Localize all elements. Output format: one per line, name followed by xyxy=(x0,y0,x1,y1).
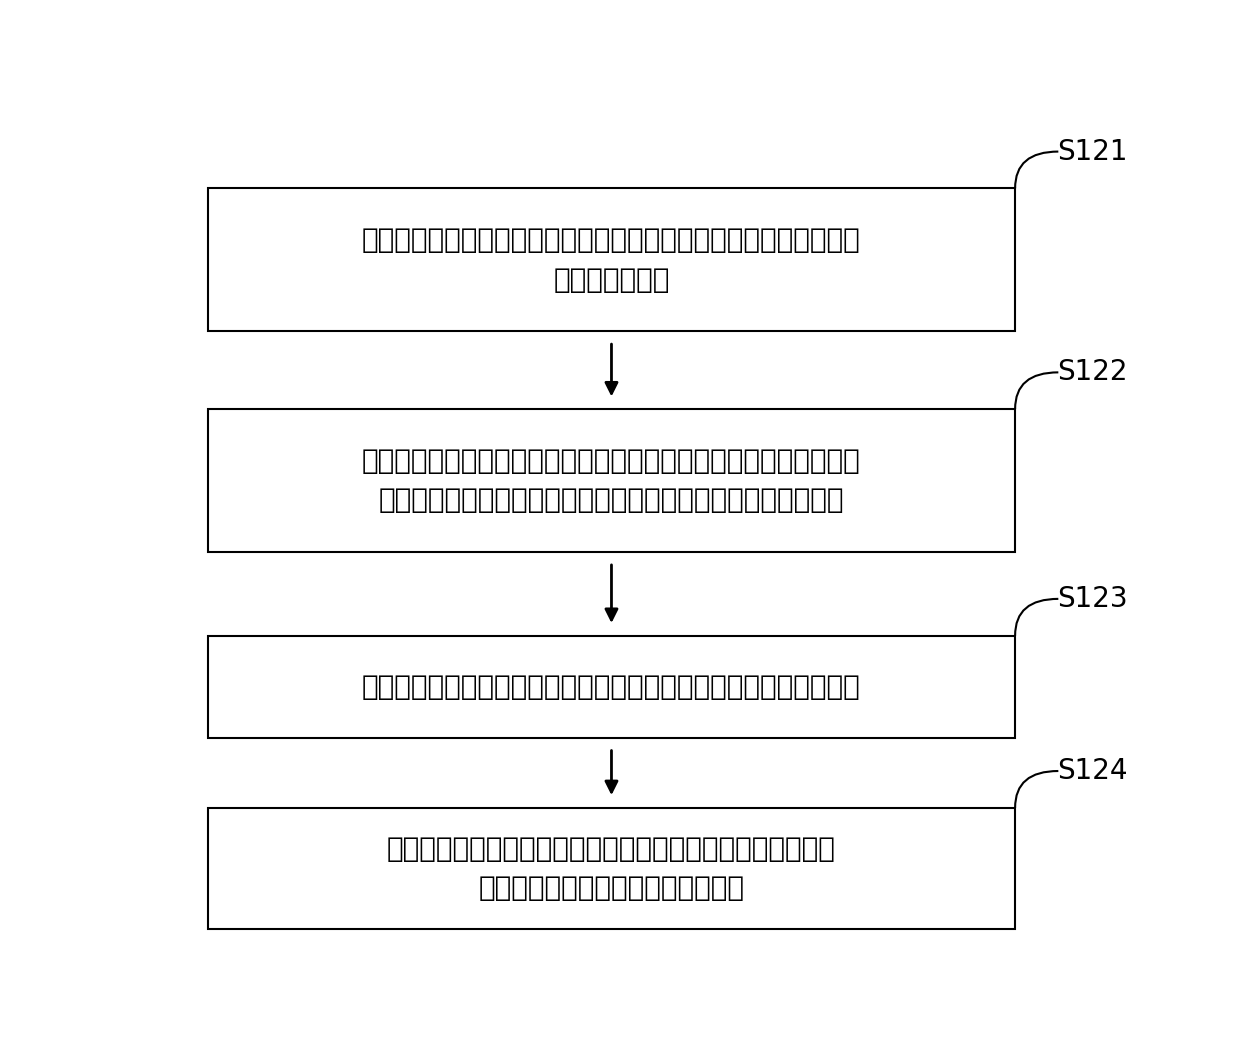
Text: 利用旋转变压器测得的角速度及采样周期计算得到转子在一个采样周: 利用旋转变压器测得的角速度及采样周期计算得到转子在一个采样周 xyxy=(362,226,861,254)
Bar xyxy=(208,409,1016,552)
Text: 将转子在一个采样周期内转过的角度与上一采样周期补偿后的转子角: 将转子在一个采样周期内转过的角度与上一采样周期补偿后的转子角 xyxy=(362,447,861,475)
Text: 计算得到所述待补偿谐波的实际相位: 计算得到所述待补偿谐波的实际相位 xyxy=(479,874,744,902)
Bar xyxy=(208,808,1016,929)
Text: 度叠加，得到当前采样周期测得的原始转子角度信号的基波相位: 度叠加，得到当前采样周期测得的原始转子角度信号的基波相位 xyxy=(378,486,844,514)
Bar xyxy=(208,636,1016,738)
Text: S124: S124 xyxy=(1056,757,1127,785)
Text: 计算基波相位与待补偿谐波的阶次的乘积得到待补偿谐波的基准相位: 计算基波相位与待补偿谐波的阶次的乘积得到待补偿谐波的基准相位 xyxy=(362,672,861,701)
Text: 期内转过的角度: 期内转过的角度 xyxy=(553,266,670,293)
Bar xyxy=(208,188,1016,331)
Text: S121: S121 xyxy=(1056,138,1127,166)
Text: S122: S122 xyxy=(1056,358,1127,387)
Text: 利用待补偿谐波的基准相位，以及待补偿谐波的相位偏移量，: 利用待补偿谐波的基准相位，以及待补偿谐波的相位偏移量， xyxy=(387,835,836,862)
Text: S123: S123 xyxy=(1056,585,1127,613)
